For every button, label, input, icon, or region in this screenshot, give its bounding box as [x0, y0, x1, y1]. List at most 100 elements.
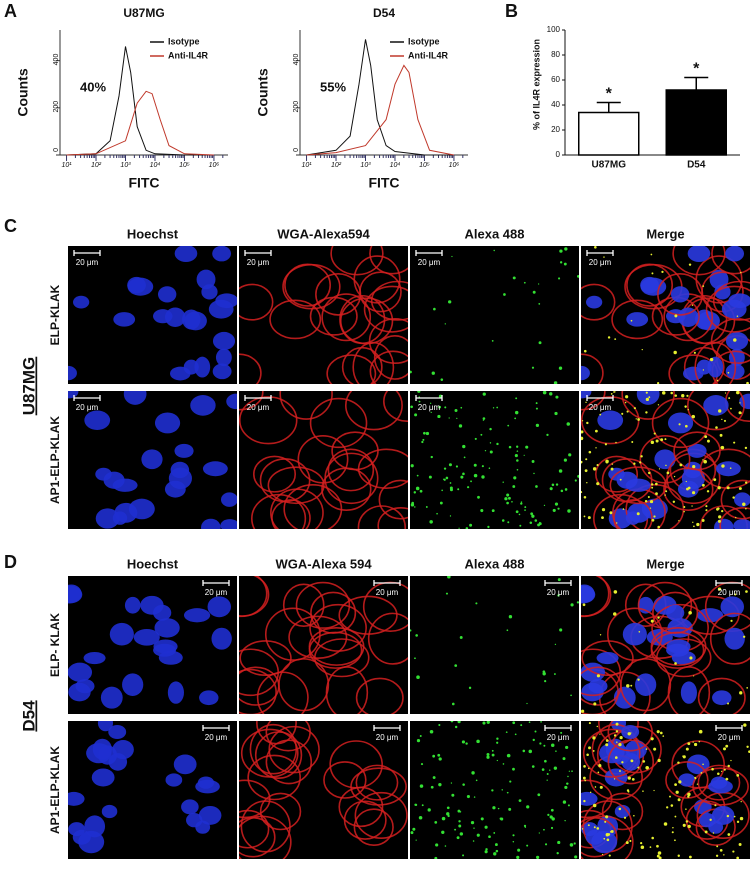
- green-dot: [415, 486, 420, 491]
- green-dot: [627, 732, 631, 736]
- green-dot: [640, 841, 643, 845]
- green-dot: [462, 783, 465, 786]
- green-dot: [625, 841, 629, 845]
- legend-entry: Anti-IL4R: [408, 50, 448, 60]
- green-dot: [549, 769, 551, 771]
- green-dot: [488, 467, 491, 469]
- green-dot: [615, 722, 619, 726]
- green-dot: [736, 391, 740, 395]
- nucleus: [112, 478, 138, 492]
- histogram-curve: [306, 64, 454, 156]
- green-dot: [621, 412, 624, 415]
- green-dot: [526, 844, 529, 847]
- nucleus: [597, 410, 624, 431]
- green-dot: [649, 846, 652, 848]
- membrane: [350, 767, 407, 806]
- scale-bar-label: 20 μm: [247, 403, 270, 412]
- micrograph: 20 μm: [239, 721, 408, 859]
- green-dot: [611, 463, 614, 465]
- membrane: [239, 668, 277, 714]
- nucleus: [712, 690, 732, 706]
- green-dot: [730, 619, 733, 622]
- green-dot: [454, 408, 458, 412]
- nucleus: [154, 412, 181, 434]
- x-tick-label: 10⁴: [390, 162, 401, 169]
- membrane: [288, 615, 348, 659]
- green-dot: [664, 438, 667, 441]
- green-dot: [587, 516, 591, 520]
- green-dot: [587, 767, 590, 770]
- green-dot: [647, 496, 650, 499]
- green-dot: [443, 467, 447, 470]
- scale-bar: [73, 250, 101, 256]
- green-dot: [672, 500, 676, 503]
- green-dot: [650, 619, 654, 623]
- nucleus: [199, 690, 219, 706]
- membrane: [595, 455, 639, 493]
- green-dot: [495, 849, 499, 853]
- green-dot: [414, 413, 418, 417]
- green-dot: [592, 467, 597, 471]
- x-tick-label: 10³: [360, 162, 371, 169]
- green-dot: [610, 392, 613, 395]
- green-dot: [702, 285, 705, 288]
- green-dot: [645, 748, 648, 750]
- membrane: [581, 640, 634, 676]
- green-dot: [418, 815, 423, 820]
- green-dot: [627, 776, 631, 780]
- green-dot: [726, 486, 730, 490]
- green-dot: [438, 405, 441, 409]
- green-dot: [738, 411, 742, 415]
- green-dot: [656, 854, 660, 858]
- membrane: [353, 808, 394, 846]
- nucleus: [212, 363, 232, 380]
- green-dot: [512, 485, 516, 488]
- green-dot: [573, 842, 576, 845]
- micrograph: 20 μm: [581, 391, 750, 529]
- green-dot: [508, 445, 512, 449]
- green-dot: [588, 450, 592, 454]
- membrane: [267, 466, 325, 505]
- green-dot: [538, 832, 540, 834]
- green-dot: [721, 464, 725, 468]
- nucleus: [677, 307, 699, 327]
- y-tick-label: 20: [551, 125, 560, 134]
- green-dot: [716, 379, 719, 382]
- green-dot: [738, 487, 742, 491]
- micrograph: 20 μm: [239, 576, 408, 714]
- column-header: WGA-Alexa 594: [275, 556, 372, 571]
- green-dot: [448, 417, 450, 419]
- green-dot: [420, 763, 424, 766]
- green-dot: [702, 369, 705, 371]
- green-dot: [615, 522, 618, 524]
- nucleus: [97, 721, 114, 732]
- green-dot: [533, 472, 535, 475]
- green-dot: [698, 729, 703, 734]
- green-dot: [609, 830, 612, 833]
- micrograph: 20 μm: [581, 721, 750, 859]
- green-dot: [664, 494, 666, 496]
- green-dot: [543, 504, 546, 507]
- green-dot: [569, 843, 574, 847]
- green-dot: [429, 729, 434, 734]
- nucleus: [621, 753, 641, 771]
- green-dot: [506, 629, 509, 632]
- nucleus: [667, 412, 694, 434]
- membrane: [338, 595, 398, 635]
- membrane: [709, 612, 750, 665]
- nucleus: [100, 686, 123, 709]
- green-dot: [678, 780, 682, 784]
- green-dot: [709, 357, 714, 362]
- membrane: [309, 397, 368, 449]
- micrograph-background: [410, 721, 579, 859]
- nucleus: [68, 391, 79, 399]
- green-dot: [736, 856, 740, 859]
- error-bar: [596, 101, 621, 113]
- green-dot: [413, 491, 417, 494]
- green-dot: [733, 815, 736, 818]
- green-dot: [524, 509, 526, 511]
- green-dot: [683, 505, 686, 509]
- green-dot: [493, 249, 495, 252]
- green-dot: [514, 417, 517, 420]
- nucleus: [173, 754, 197, 775]
